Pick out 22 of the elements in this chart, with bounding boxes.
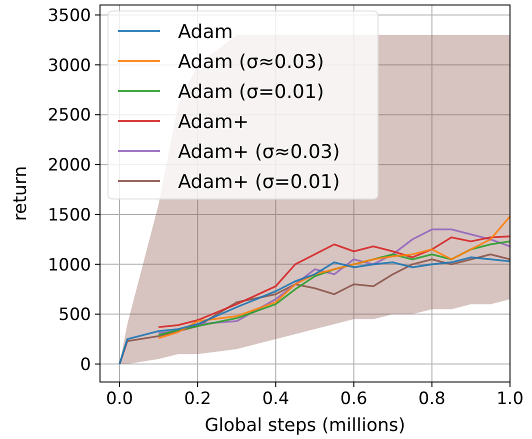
legend-label: Adam+ (σ≈0.03): [178, 141, 340, 163]
y-tick-label: 3500: [48, 6, 91, 26]
legend-label: Adam (σ=0.01): [178, 81, 324, 103]
y-tick-label: 500: [58, 305, 91, 326]
y-tick-label: 2500: [48, 106, 91, 126]
y-tick-label: 2000: [48, 156, 91, 176]
x-tick-label: 0.4: [262, 389, 290, 409]
legend-label: Adam+ (σ=0.01): [178, 171, 340, 193]
legend-label: Adam (σ≈0.03): [178, 51, 324, 73]
legend-label: Adam: [178, 21, 233, 43]
x-tick-label: 0.0: [106, 389, 134, 409]
y-tick-label: 3000: [48, 56, 91, 76]
x-tick-label: 1.0: [496, 389, 524, 409]
legend-label: Adam+: [178, 111, 249, 133]
y-tick-label: 1500: [48, 205, 91, 226]
y-tick-label: 0: [80, 355, 91, 376]
y-tick-label: 1000: [48, 255, 91, 276]
x-tick-label: 0.6: [340, 389, 368, 409]
x-tick-label: 0.2: [184, 389, 212, 409]
y-axis-title: return: [10, 166, 31, 222]
x-axis-title: Global steps (millions): [204, 415, 406, 436]
x-tick-label: 0.8: [418, 389, 446, 409]
